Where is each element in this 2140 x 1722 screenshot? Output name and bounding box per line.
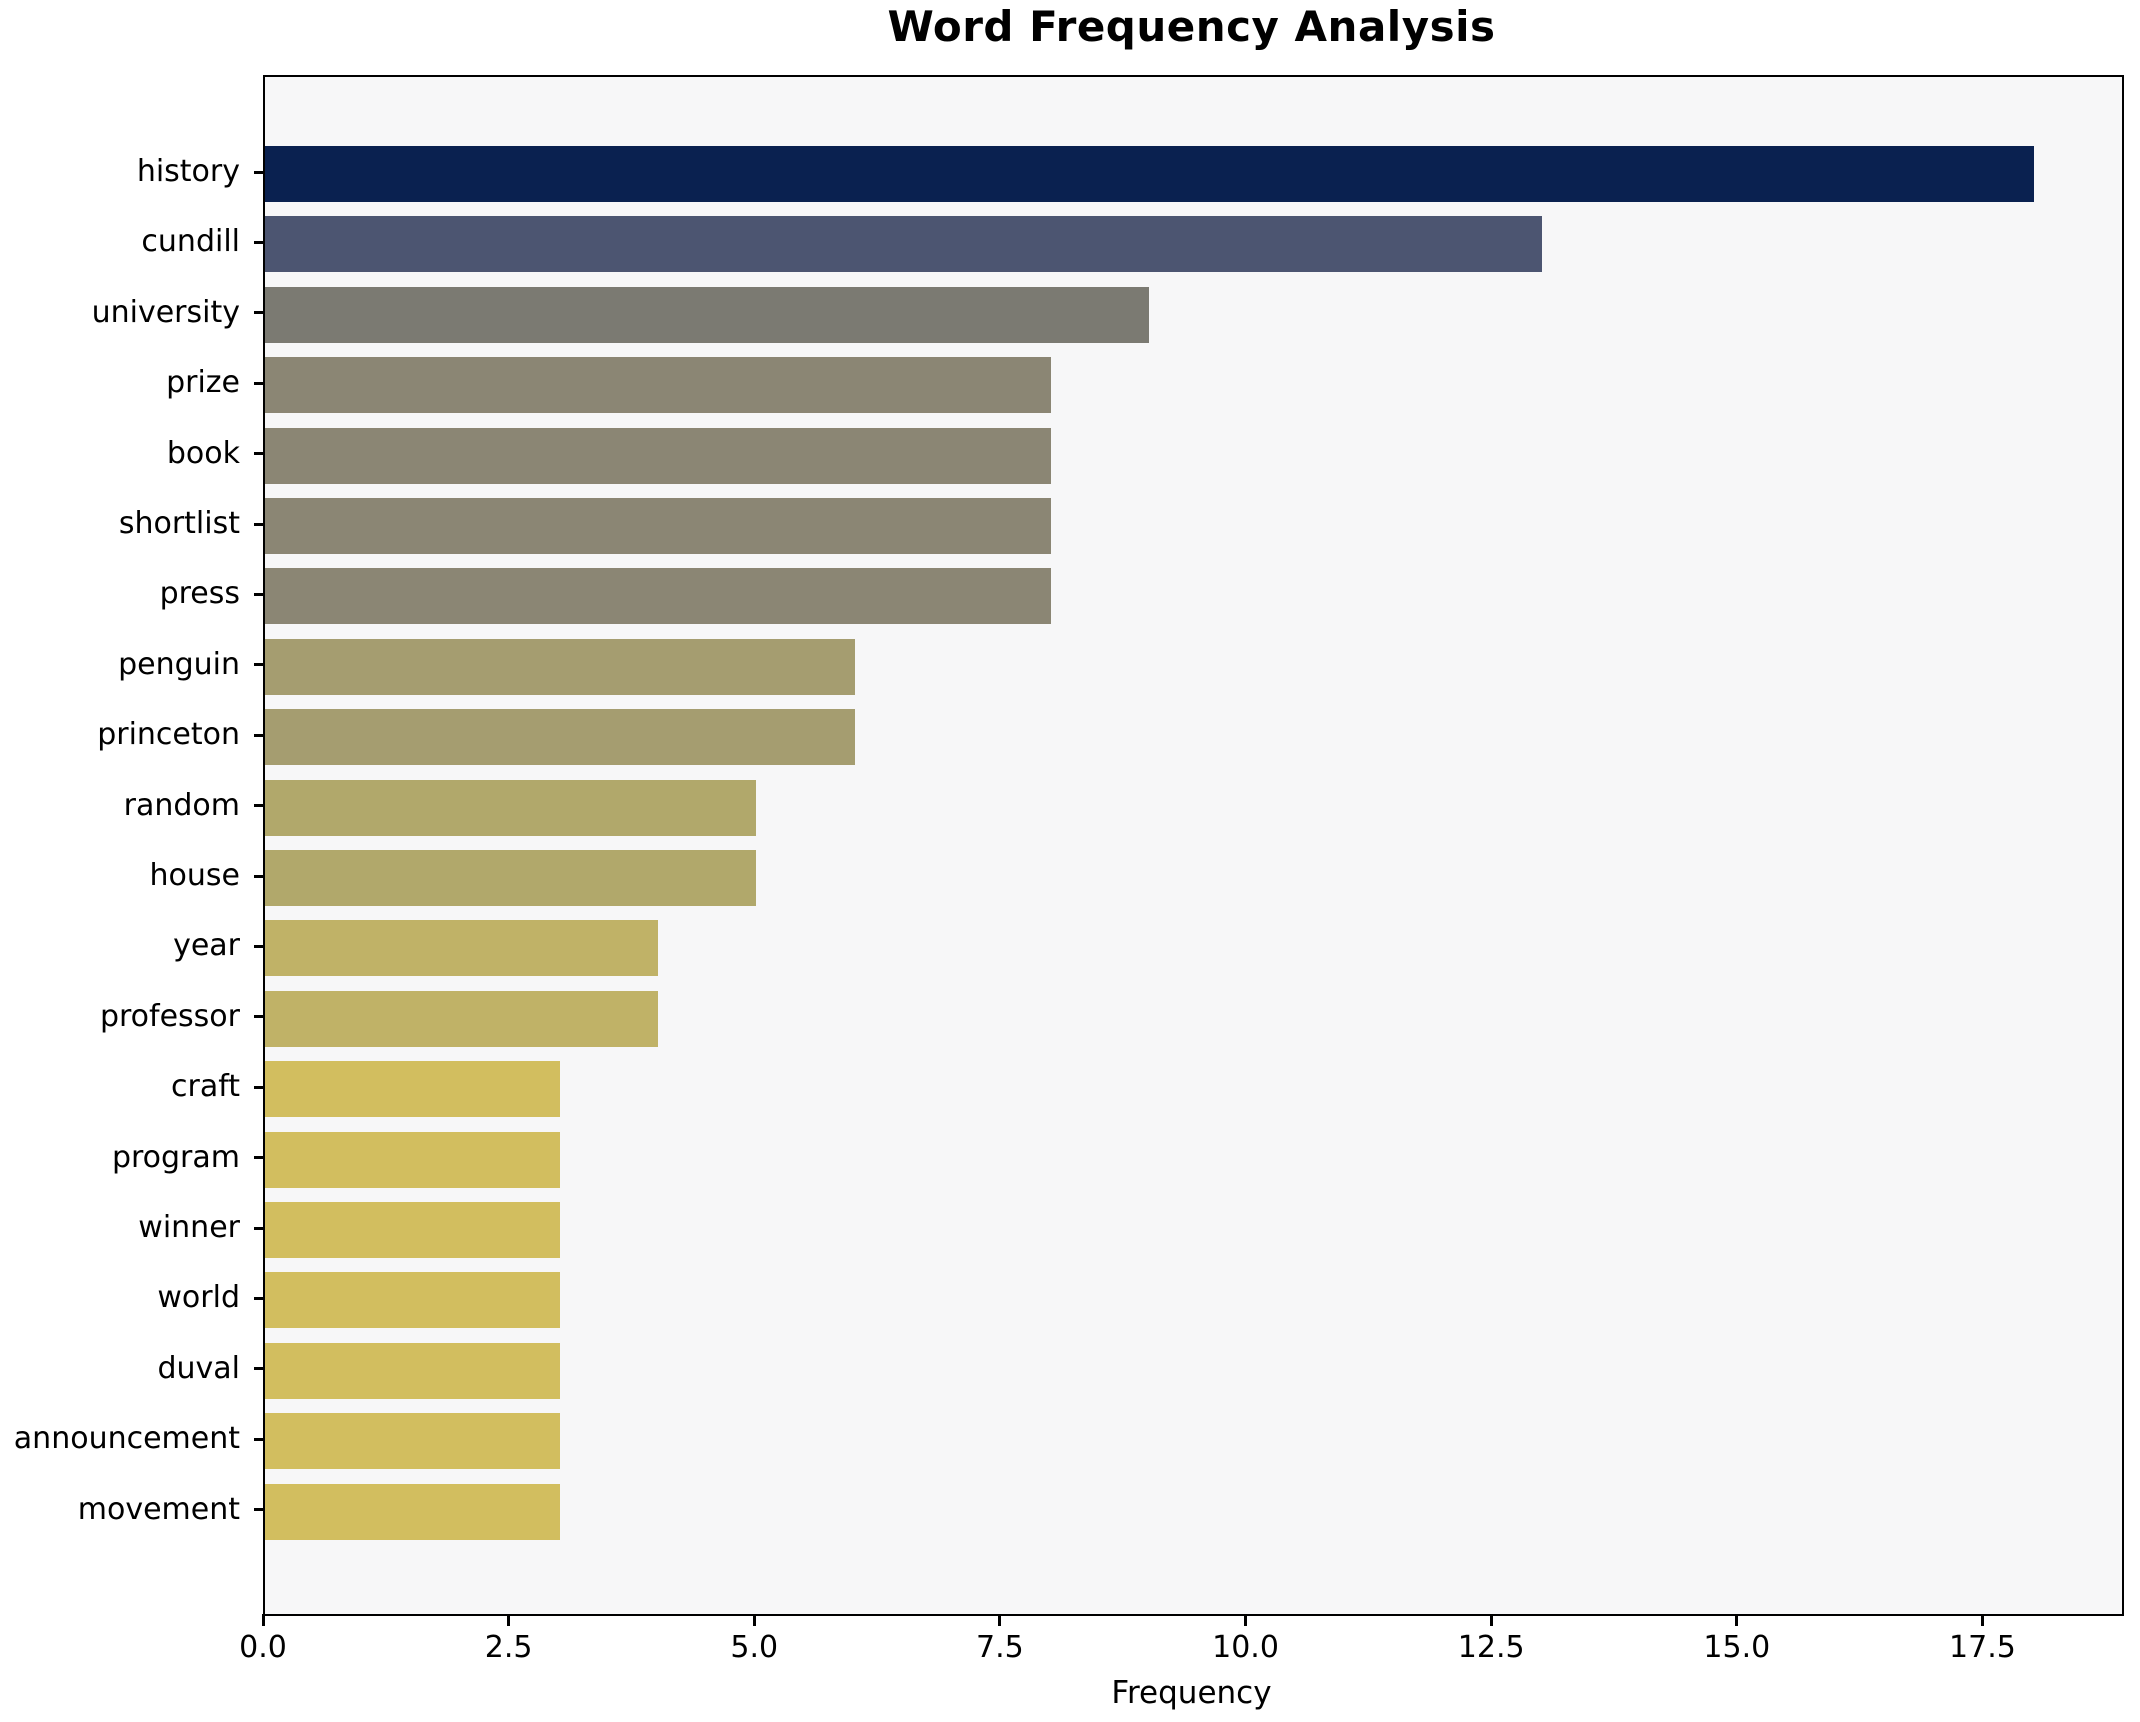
bar-year	[265, 920, 659, 977]
bar-random	[265, 779, 757, 836]
x-tick-mark	[998, 1614, 1002, 1626]
y-tick-label: random	[123, 787, 240, 823]
x-axis-label: Frequency	[1111, 1675, 1272, 1711]
bar-professor	[265, 990, 659, 1047]
y-tick-label: professor	[99, 998, 240, 1034]
y-tick-label: press	[159, 576, 240, 612]
bar-princeton	[265, 709, 855, 766]
bar-winner	[265, 1202, 560, 1258]
y-tick-label: university	[91, 294, 240, 330]
y-tick-mark	[254, 1296, 263, 1300]
y-tick-label: house	[149, 858, 240, 893]
bar-prize	[265, 357, 1052, 414]
y-tick-label: program	[111, 1139, 240, 1175]
bar-craft	[265, 1061, 560, 1118]
bar-university	[265, 286, 1150, 343]
x-tick-mark	[1244, 1614, 1248, 1626]
y-tick-mark	[254, 240, 263, 244]
y-tick-label: shortlist	[118, 506, 240, 541]
x-tick-label: 5.0	[730, 1630, 779, 1665]
y-tick-mark	[254, 1508, 263, 1512]
y-tick-mark	[254, 1437, 263, 1441]
x-tick-label: 12.5	[1457, 1630, 1525, 1665]
y-tick-label: duval	[157, 1350, 240, 1386]
y-tick-mark	[254, 874, 263, 878]
bar-press	[265, 568, 1052, 625]
bar-history	[265, 146, 2034, 202]
x-tick-label: 17.5	[1949, 1630, 2016, 1665]
y-tick-mark	[254, 944, 263, 948]
y-tick-label: winner	[138, 1210, 240, 1245]
y-tick-mark	[254, 1226, 263, 1230]
x-tick-label: 0.0	[239, 1630, 287, 1665]
y-tick-mark	[254, 733, 263, 737]
bar-shortlist	[265, 498, 1052, 554]
y-tick-mark	[254, 381, 263, 385]
y-tick-mark	[254, 663, 263, 667]
y-tick-mark	[254, 1156, 263, 1160]
y-tick-label: year	[173, 928, 240, 964]
bar-cundill	[265, 216, 1543, 273]
x-tick-label: 15.0	[1703, 1630, 1771, 1665]
y-tick-label: history	[136, 154, 240, 189]
y-tick-label: cundill	[141, 224, 240, 260]
y-tick-label: craft	[170, 1069, 240, 1105]
y-tick-label: princeton	[97, 717, 240, 753]
bar-house	[265, 850, 757, 906]
x-tick-mark	[1735, 1614, 1739, 1626]
x-tick-mark	[1980, 1614, 1984, 1626]
x-tick-label: 10.0	[1212, 1630, 1279, 1665]
x-tick-mark	[1489, 1614, 1493, 1626]
bar-announcement	[265, 1413, 560, 1470]
y-tick-mark	[254, 170, 263, 174]
bar-program	[265, 1131, 560, 1188]
y-tick-mark	[254, 1015, 263, 1019]
y-tick-mark	[254, 804, 263, 808]
bar-world	[265, 1272, 560, 1329]
y-tick-mark	[254, 1085, 263, 1089]
plot-area	[263, 75, 2124, 1616]
y-tick-mark	[254, 452, 263, 456]
y-tick-label: movement	[77, 1491, 240, 1527]
chart-title: Word Frequency Analysis	[887, 2, 1496, 51]
y-tick-label: penguin	[118, 646, 240, 682]
bar-duval	[265, 1342, 560, 1399]
x-tick-mark	[261, 1614, 265, 1626]
y-tick-mark	[254, 592, 263, 596]
x-tick-mark	[752, 1614, 756, 1626]
y-tick-label: book	[166, 435, 240, 471]
y-tick-mark	[254, 522, 263, 526]
x-tick-mark	[507, 1614, 511, 1626]
x-tick-label: 7.5	[976, 1630, 1024, 1665]
bar-movement	[265, 1483, 560, 1540]
bar-book	[265, 427, 1052, 484]
y-tick-label: world	[157, 1280, 240, 1316]
y-tick-mark	[254, 1367, 263, 1371]
y-tick-mark	[254, 311, 263, 315]
x-tick-label: 2.5	[484, 1630, 533, 1665]
bar-penguin	[265, 638, 855, 695]
y-tick-label: prize	[166, 365, 240, 401]
y-tick-label: announcement	[13, 1421, 240, 1457]
